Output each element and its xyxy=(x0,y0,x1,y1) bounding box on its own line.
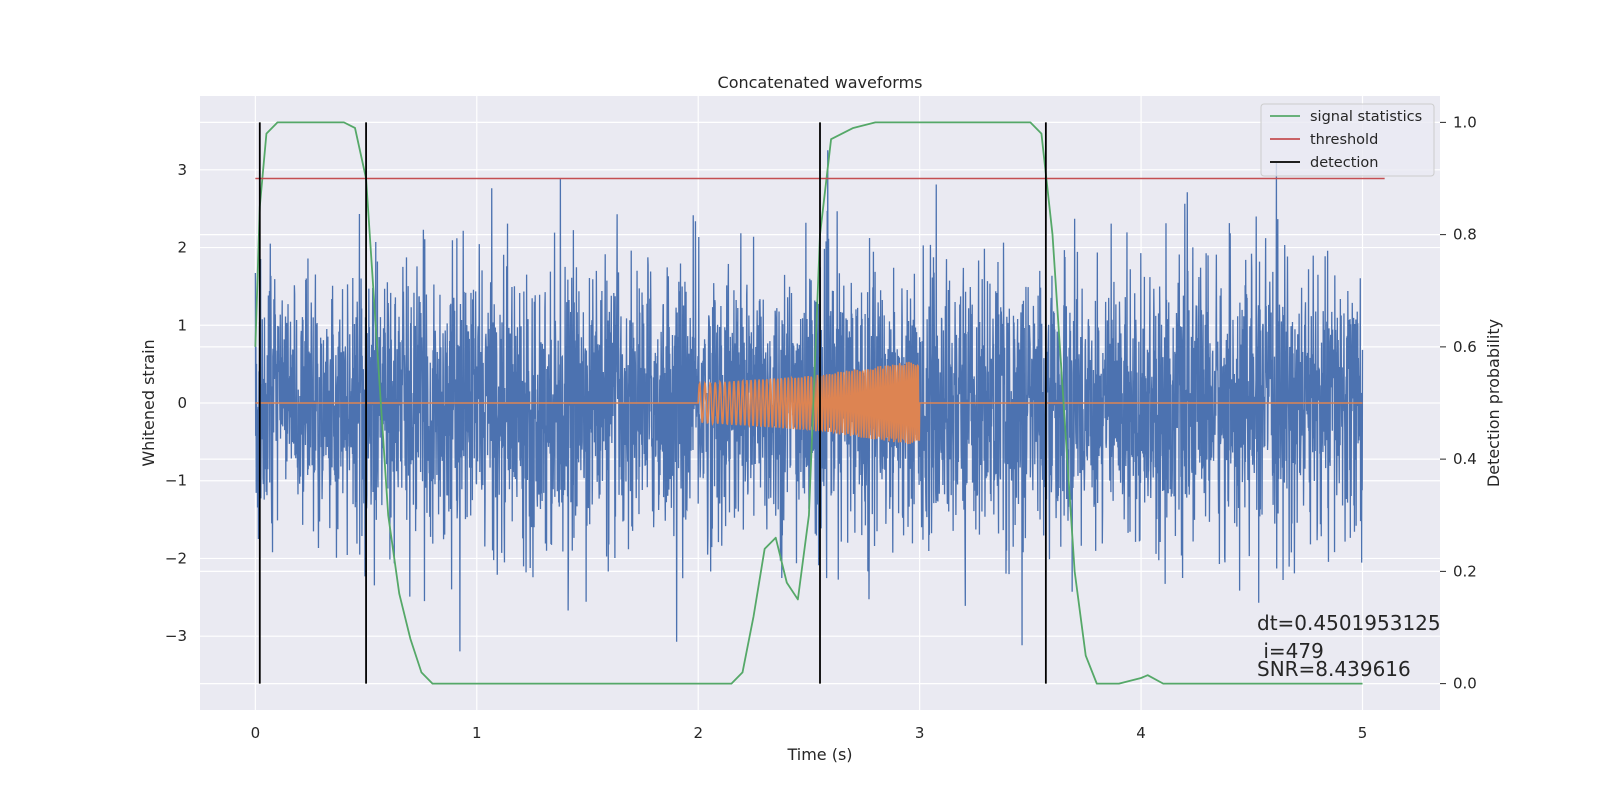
chart-title: Concatenated waveforms xyxy=(718,73,923,92)
y-axis-label: Whitened strain xyxy=(139,339,158,466)
y-right-tick-label: 0.2 xyxy=(1453,562,1477,580)
y-right-tick-label: 0.0 xyxy=(1453,675,1477,693)
y-tick-label: 2 xyxy=(177,239,187,257)
y-right-tick-label: 0.6 xyxy=(1453,338,1477,356)
x-tick-label: 4 xyxy=(1136,724,1146,742)
series-layer xyxy=(254,121,1385,685)
legend-label-signal-statistics: signal statistics xyxy=(1310,109,1422,125)
y-tick-label: 3 xyxy=(177,161,187,179)
x-tick-label: 1 xyxy=(472,724,482,742)
legend-box xyxy=(1260,103,1435,177)
x-tick-label: 0 xyxy=(251,724,261,742)
y-tick-label: −3 xyxy=(165,627,187,645)
annotation-snr: SNR=8.439616 xyxy=(1257,657,1411,681)
y-right-tick-label: 1.0 xyxy=(1453,113,1477,131)
x-tick-label: 3 xyxy=(915,724,925,742)
x-tick-label: 5 xyxy=(1358,724,1368,742)
y-right-tick-label: 0.4 xyxy=(1453,450,1477,468)
y-tick-label: 0 xyxy=(177,394,187,412)
series-signal-statistics xyxy=(254,121,1363,685)
y-tick-label: −2 xyxy=(165,549,187,567)
y-tick-label: −1 xyxy=(165,472,187,490)
series-template xyxy=(255,361,1363,445)
annotation-dt: dt=0.4501953125 xyxy=(1257,611,1441,635)
axes-layer: 0 1 2 3 4 5 −3 −2 −1 0 1 2 3 0.0 0.2 0.4 0.6 0.8 1.0 xyxy=(165,113,1477,742)
y-axis-right-label: Detection probability xyxy=(1484,319,1503,487)
y-tick-label: 1 xyxy=(177,316,187,334)
y-right-tick-label: 0.8 xyxy=(1453,226,1477,244)
x-axis-label: Time (s) xyxy=(786,745,852,764)
legend: signal statistics threshold detection xyxy=(1260,103,1435,177)
legend-label-threshold: threshold xyxy=(1310,132,1378,148)
annotation-index: i=479 xyxy=(1257,639,1324,663)
x-tick-label: 2 xyxy=(693,724,703,742)
legend-label-detection: detection xyxy=(1310,155,1378,171)
